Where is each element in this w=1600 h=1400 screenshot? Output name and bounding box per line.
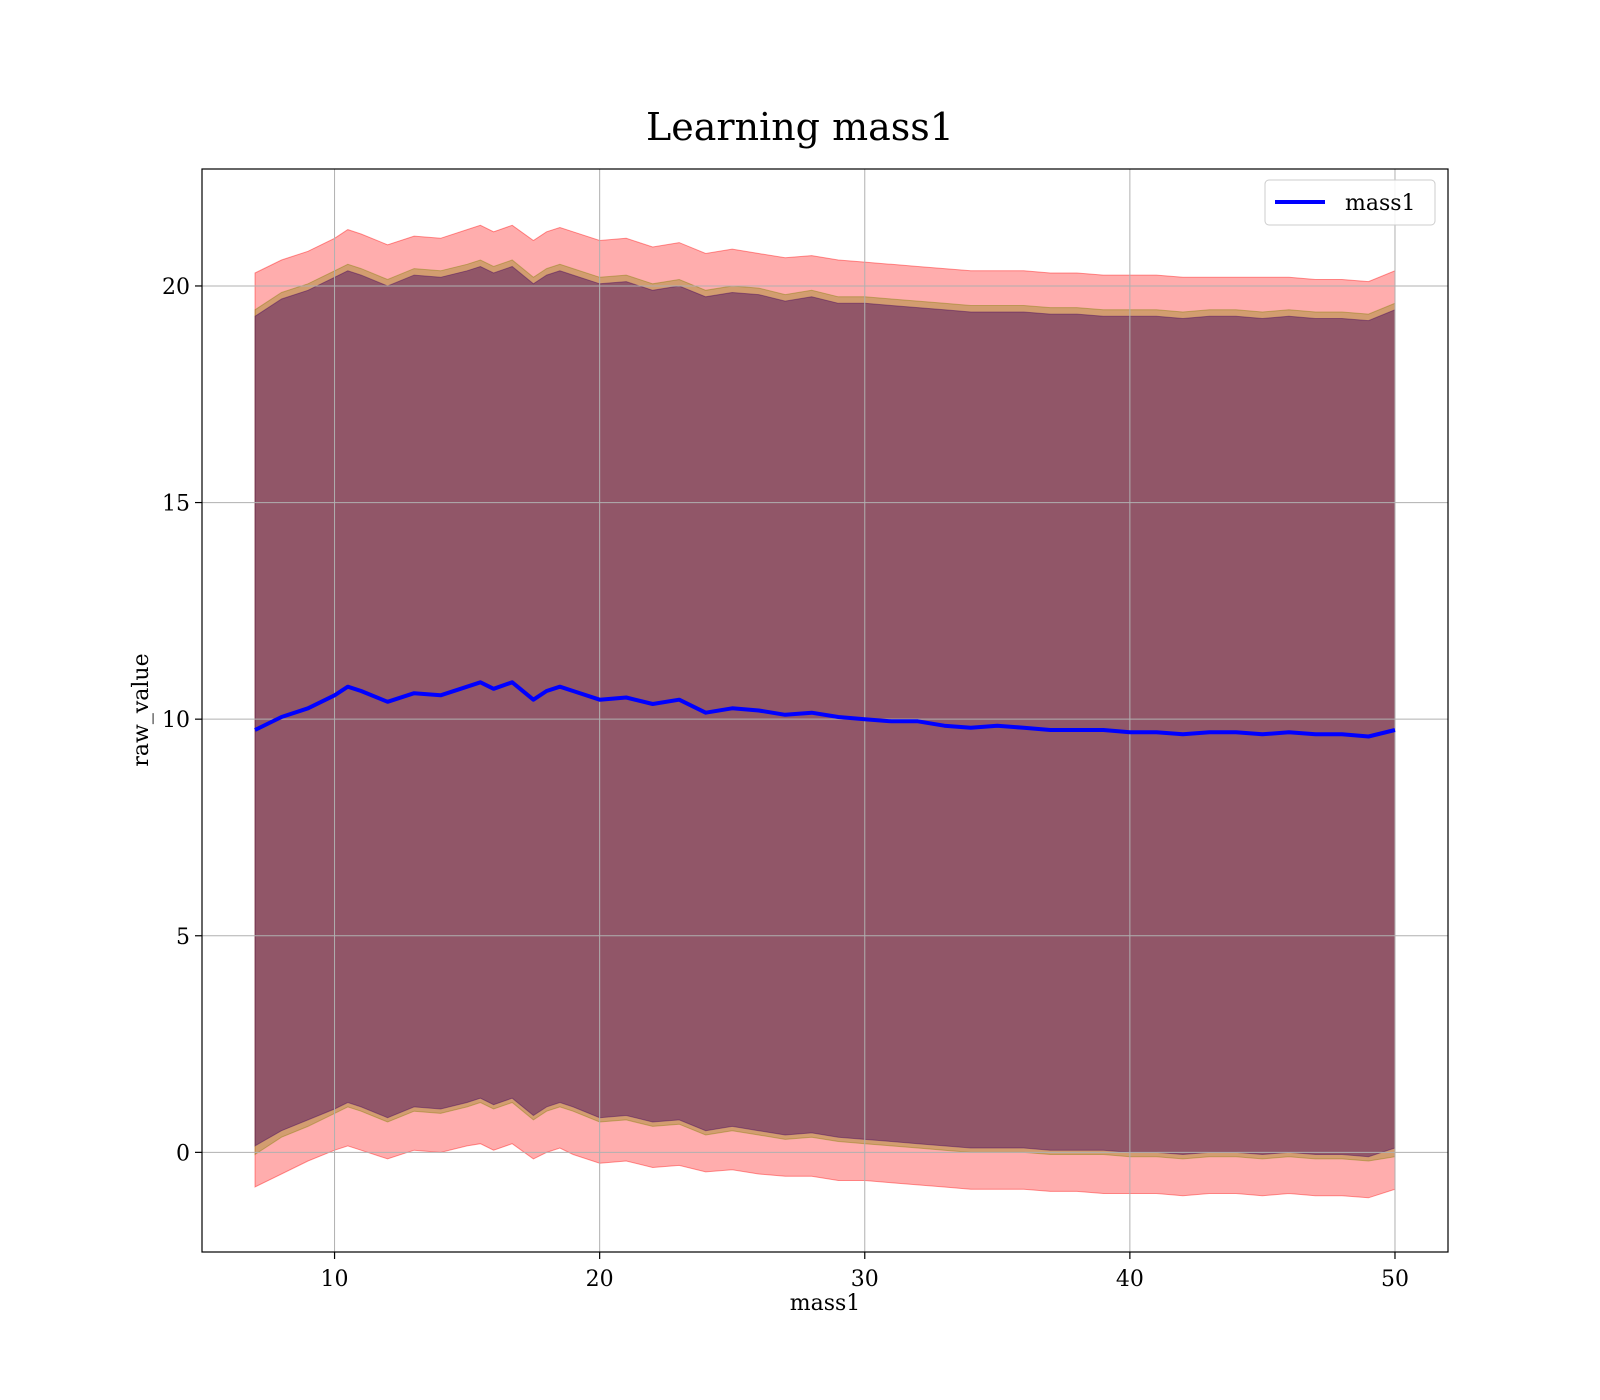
- y-tick-label: 0: [176, 1141, 190, 1166]
- x-tick-label: 30: [851, 1267, 879, 1292]
- x-tick-label: 10: [321, 1267, 349, 1292]
- y-axis-title: raw_value: [129, 653, 154, 766]
- plot-frame: [201, 168, 1449, 1253]
- confidence-bands: [254, 224, 1396, 1199]
- legend-box: [1264, 179, 1436, 226]
- x-tick-label: 40: [1116, 1267, 1144, 1292]
- legend: mass1: [1264, 179, 1436, 226]
- x-axis-ticks: 10 20 30 40 50: [321, 1252, 1409, 1292]
- y-tick-label: 5: [176, 925, 190, 950]
- series-lines: [254, 680, 1396, 739]
- x-axis-title: mass1: [790, 1291, 861, 1316]
- chart-title: Learning mass1: [646, 105, 954, 149]
- grid-lines: [202, 169, 1448, 1252]
- legend-label-mass1: mass1: [1345, 191, 1416, 216]
- y-axis-ticks: 0 5 10 15 20: [162, 275, 202, 1166]
- x-tick-label: 20: [586, 1267, 614, 1292]
- y-tick-label: 20: [162, 275, 190, 300]
- x-tick-label: 50: [1381, 1267, 1409, 1292]
- series-line-mass1: [254, 680, 1396, 739]
- y-tick-label: 15: [162, 492, 190, 517]
- band-2: [254, 265, 1396, 1158]
- y-tick-label: 10: [162, 708, 190, 733]
